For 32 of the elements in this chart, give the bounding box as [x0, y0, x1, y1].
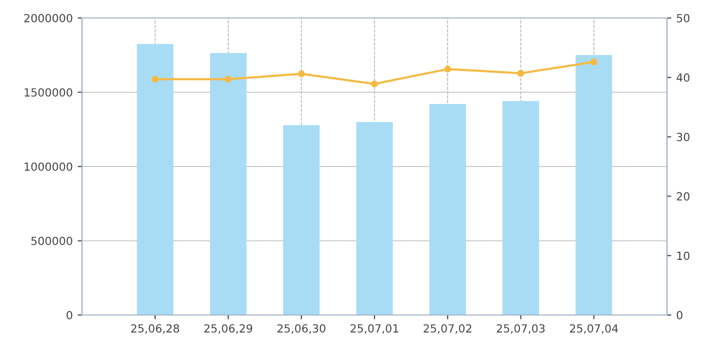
y2-tick-label: 50: [676, 14, 690, 22]
y-tick-label: 0: [66, 310, 72, 320]
x-tick-label: 25,07,02: [424, 324, 472, 334]
y2-tick-label: 0: [676, 310, 682, 320]
point: [152, 76, 159, 83]
x-tick-label: 25,06,29: [204, 324, 252, 334]
y2-tick-label: 40: [676, 73, 690, 82]
y-tick-label: 500000: [31, 236, 72, 246]
x-tick-label: 25,07,03: [496, 324, 545, 334]
bar: [136, 44, 174, 315]
bar: [502, 101, 540, 315]
y2-tick-label: 30: [676, 132, 690, 142]
x-tick-label: 25,06,28: [131, 324, 180, 334]
point: [224, 76, 232, 83]
x-tick-label: 25,07,01: [350, 324, 398, 334]
y2-tick-label: 10: [677, 252, 690, 260]
x-tick-label: 25,07,04: [570, 324, 618, 334]
y2-tick-label: 20: [676, 192, 690, 201]
point: [517, 70, 524, 77]
bar: [576, 54, 612, 315]
bar: [210, 53, 247, 315]
x-tick-label: 25,06,30: [277, 324, 326, 334]
point: [444, 66, 452, 73]
y-tick-label: 1500000: [24, 88, 72, 97]
point: [371, 80, 378, 88]
y-tick-label: 1000000: [24, 162, 72, 171]
bar: [283, 125, 320, 315]
bar: [429, 104, 466, 315]
point: [298, 70, 305, 78]
bar: [356, 122, 393, 315]
point: [590, 58, 598, 66]
y-tick-label: 2000000: [24, 14, 72, 22]
